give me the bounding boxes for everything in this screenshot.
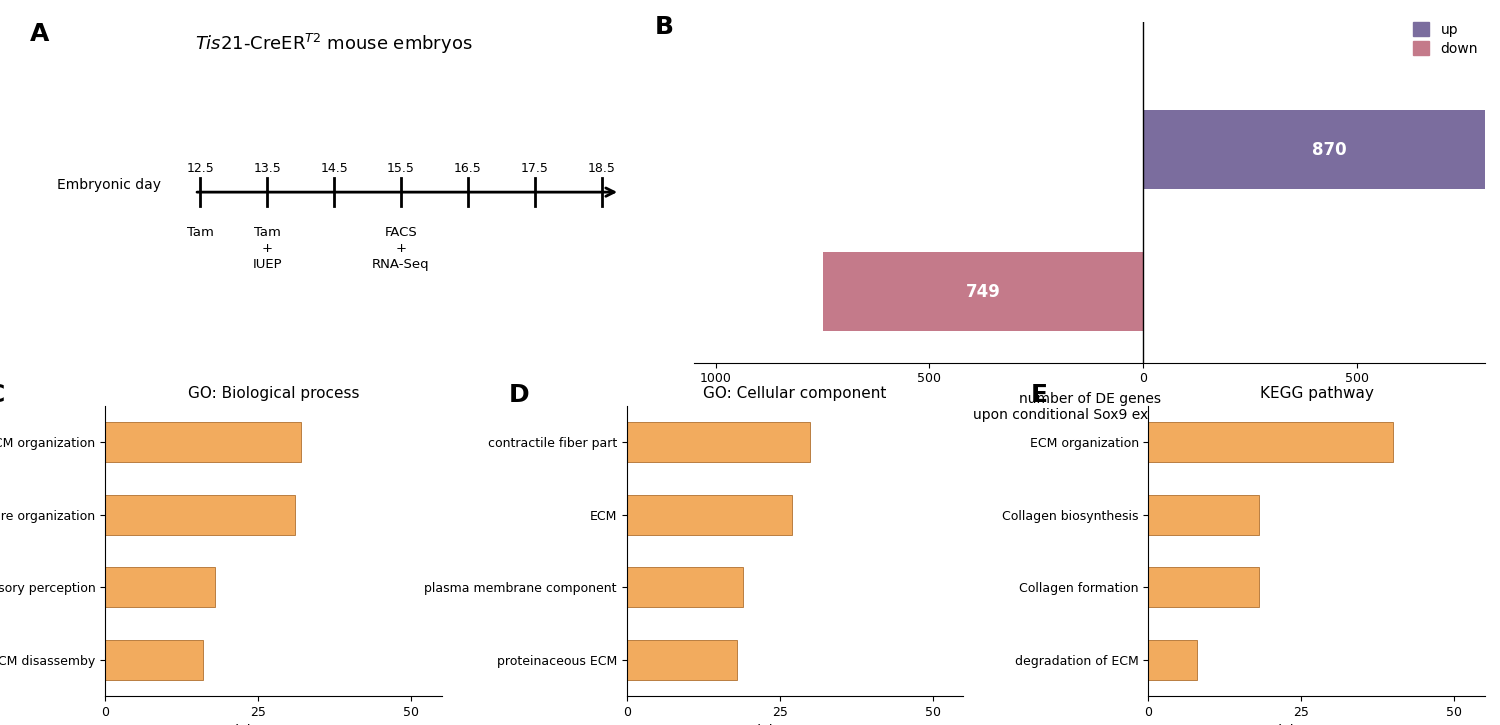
Text: 870: 870	[1311, 141, 1347, 159]
Bar	[1149, 567, 1258, 608]
Text: Tam: Tam	[188, 226, 214, 239]
Bar	[1143, 110, 1500, 188]
Text: $\it{Tis21}$-CreER$^{T2}$ mouse embryos: $\it{Tis21}$-CreER$^{T2}$ mouse embryos	[195, 32, 472, 56]
Text: 749: 749	[966, 283, 1000, 300]
Text: 13.5: 13.5	[254, 162, 280, 175]
Text: C: C	[0, 383, 6, 407]
Text: 17.5: 17.5	[520, 162, 549, 175]
Bar	[105, 567, 214, 608]
Text: 12.5: 12.5	[186, 162, 214, 175]
Bar	[1149, 422, 1394, 463]
Bar	[105, 640, 202, 680]
Title: GO: Biological process: GO: Biological process	[188, 386, 358, 401]
Bar	[627, 640, 736, 680]
Text: 15.5: 15.5	[387, 162, 416, 175]
Text: 18.5: 18.5	[588, 162, 615, 175]
Title: KEGG pathway: KEGG pathway	[1260, 386, 1374, 401]
Text: E: E	[1030, 383, 1047, 407]
Bar	[105, 422, 302, 463]
Text: A: A	[30, 22, 50, 46]
Text: Embryonic day: Embryonic day	[57, 178, 160, 192]
Title: GO: Cellular component: GO: Cellular component	[704, 386, 886, 401]
Text: B: B	[654, 15, 674, 39]
Text: 16.5: 16.5	[454, 162, 482, 175]
Text: 14.5: 14.5	[321, 162, 348, 175]
Bar	[824, 252, 1143, 331]
Legend: up, down: up, down	[1413, 22, 1478, 56]
Bar	[627, 422, 810, 463]
Text: D: D	[509, 383, 530, 407]
Bar	[1149, 495, 1258, 535]
Bar	[627, 495, 792, 535]
Bar	[627, 567, 742, 608]
Bar	[105, 495, 294, 535]
X-axis label: number of DE genes
upon conditional Sox9 expression: number of DE genes upon conditional Sox9…	[974, 392, 1206, 423]
Text: Tam
+
IUEP: Tam + IUEP	[252, 226, 282, 271]
Bar	[1149, 640, 1197, 680]
Text: FACS
+
RNA-Seq: FACS + RNA-Seq	[372, 226, 430, 271]
